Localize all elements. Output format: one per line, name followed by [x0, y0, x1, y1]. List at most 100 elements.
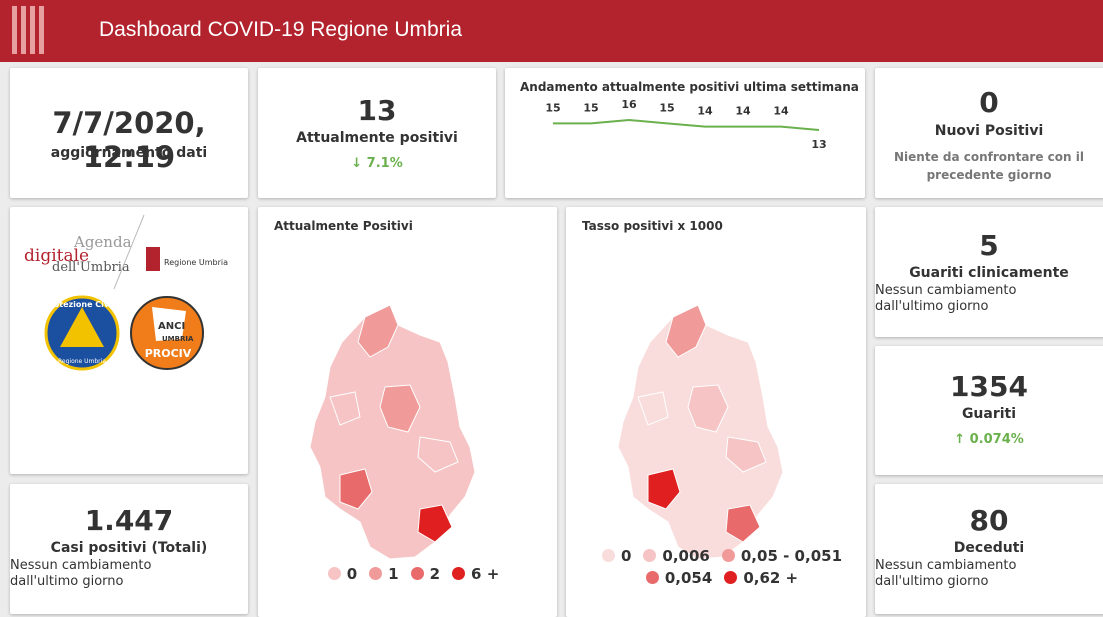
legend-item: 6 +	[440, 565, 499, 583]
guariti-card: 1354 Guariti ↑ 0.074%	[875, 346, 1103, 475]
deceduti-value: 80	[969, 504, 1009, 537]
map-title: Tasso positivi x 1000	[582, 219, 723, 233]
legend-item: 0	[590, 547, 631, 565]
data-label: 14	[773, 105, 789, 118]
map-card: Attualmente Positivi 0 1 2 6 +	[258, 207, 557, 617]
casi-label: Casi positivi (Totali)	[50, 540, 208, 556]
trend-card: Andamento attualmente positivi ultima se…	[505, 68, 865, 198]
legend-label: 2	[429, 565, 441, 583]
region-map	[617, 304, 784, 560]
legend-item: 1	[357, 565, 399, 583]
municipality	[665, 304, 707, 358]
data-label: 14	[697, 105, 713, 118]
logos: Agenda digitale dell'Umbria Regione Umbr…	[24, 214, 228, 371]
protezione-triangle	[60, 307, 104, 347]
deceduti-label: Deceduti	[953, 540, 1025, 556]
data-label: 16	[621, 98, 637, 111]
legend-item: 0,62 +	[712, 569, 798, 587]
legend-label: 6 +	[471, 565, 500, 583]
positivi-value: 13	[357, 94, 397, 127]
update-label: aggiornamento dati	[50, 145, 208, 161]
casi-note: Nessun cambiamento dall'ultimo giorno	[10, 558, 152, 589]
update-datetime: 7/7/2020, 12:19	[52, 106, 206, 174]
trend-line	[553, 118, 820, 131]
change-text: 0.074%	[969, 432, 1024, 447]
logo-text: digitale	[24, 246, 89, 266]
guariti-clin-value: 5	[979, 229, 999, 262]
municipality	[725, 504, 761, 543]
municipality	[339, 468, 373, 510]
anci-shape	[152, 307, 186, 341]
legend-dot	[601, 549, 615, 562]
legend-label: 1	[388, 565, 399, 583]
legend-label: 0,05 - 0,051	[740, 547, 843, 565]
map-card: Tasso positivi x 1000 0 0,006 0,05 - 0,051…	[566, 207, 866, 617]
data-label: 15	[659, 101, 674, 114]
positivi-card: 13 Attualmente positivi ↓ 7.1%	[258, 68, 496, 198]
legend-dot	[643, 549, 657, 562]
municipality	[357, 304, 399, 358]
nuovi-card: 0 Nuovi Positivi Niente da confrontare c…	[875, 68, 1103, 198]
data-label: 15	[545, 101, 560, 114]
region-map	[309, 304, 476, 560]
municipality	[417, 504, 453, 543]
logo-text: ANCI	[158, 321, 185, 332]
regione-icon	[146, 247, 160, 271]
arrow-up: ↑	[954, 432, 970, 447]
positivi-change: ↓ 7.1%	[258, 156, 496, 171]
legend-label: 0	[346, 565, 358, 583]
logo-icon	[12, 6, 44, 54]
nuovi-value: 0	[979, 86, 999, 119]
guariti-clin-note: Nessun cambiamento dall'ultimo giorno	[875, 283, 1017, 314]
legend-dot	[410, 567, 424, 580]
legend-item: 0,05 - 0,051	[710, 547, 842, 565]
separator	[113, 214, 145, 290]
logo-text: Regione Umbria	[58, 358, 106, 365]
legend-dot	[645, 571, 659, 584]
nuovi-note: Niente da confrontare con il precedente …	[894, 150, 1084, 182]
deceduti-card: 80 Deceduti Nessun cambiamento dall'ulti…	[875, 484, 1103, 614]
logo-text: Agenda	[73, 233, 132, 251]
guariti-change: ↑ 0.074%	[875, 432, 1103, 447]
casi-value: 1.447	[84, 504, 174, 537]
legend-dot	[721, 549, 735, 562]
data-label: 14	[735, 105, 751, 118]
logo-text: UMBRIA	[162, 335, 194, 343]
guariti-value: 1354	[950, 370, 1028, 403]
legend-item: 0,054	[634, 569, 712, 587]
legend-label: 0,62 +	[743, 569, 799, 587]
trend-title: Andamento attualmente positivi ultima se…	[520, 80, 859, 94]
nuovi-label: Nuovi Positivi	[934, 123, 1044, 139]
map-legend: 0 1 2 6 +	[258, 563, 557, 585]
guariti-label: Guariti	[961, 406, 1017, 422]
guariti-clin-label: Guariti clinicamente	[909, 265, 1069, 281]
deceduti-note: Nessun cambiamento dall'ultimo giorno	[875, 558, 1017, 589]
legend-dot	[452, 567, 466, 580]
legend-item: 0,006	[631, 547, 710, 565]
casi-card: 1.447 Casi positivi (Totali) Nessun camb…	[10, 484, 248, 614]
legend-label: 0,054	[664, 569, 713, 587]
logo-text: Regione Umbria	[164, 258, 228, 267]
logos-card: Agenda digitale dell'Umbria Regione Umbr…	[10, 207, 248, 474]
update-card: 7/7/2020, 12:19 aggiornamento dati	[10, 68, 248, 198]
logo-text: Protezione Civile	[44, 300, 121, 309]
change-text: 7.1%	[366, 156, 403, 171]
legend-item: 0	[316, 565, 357, 583]
legend-label: 0,006	[662, 547, 710, 565]
logo-text: dell'Umbria	[52, 260, 130, 275]
logo-text: PROCIV	[145, 347, 192, 360]
map-legend: 0 0,006 0,05 - 0,051 0,054 0,62 +	[566, 545, 866, 589]
legend-item: 2	[399, 565, 440, 583]
municipality	[687, 384, 729, 433]
municipality	[637, 391, 669, 426]
sparkline: 15 15 16 15 14 14 14 13	[545, 98, 826, 151]
positivi-label: Attualmente positivi	[296, 130, 458, 146]
data-label: 13	[811, 138, 826, 151]
legend-dot	[369, 567, 383, 580]
municipality	[725, 436, 767, 473]
header-title: Dashboard COVID-19 Regione Umbria	[99, 18, 462, 41]
map-outline	[309, 304, 476, 560]
legend-dot	[724, 571, 738, 584]
guariti-clin-card: 5 Guariti clinicamente Nessun cambiament…	[875, 207, 1103, 337]
